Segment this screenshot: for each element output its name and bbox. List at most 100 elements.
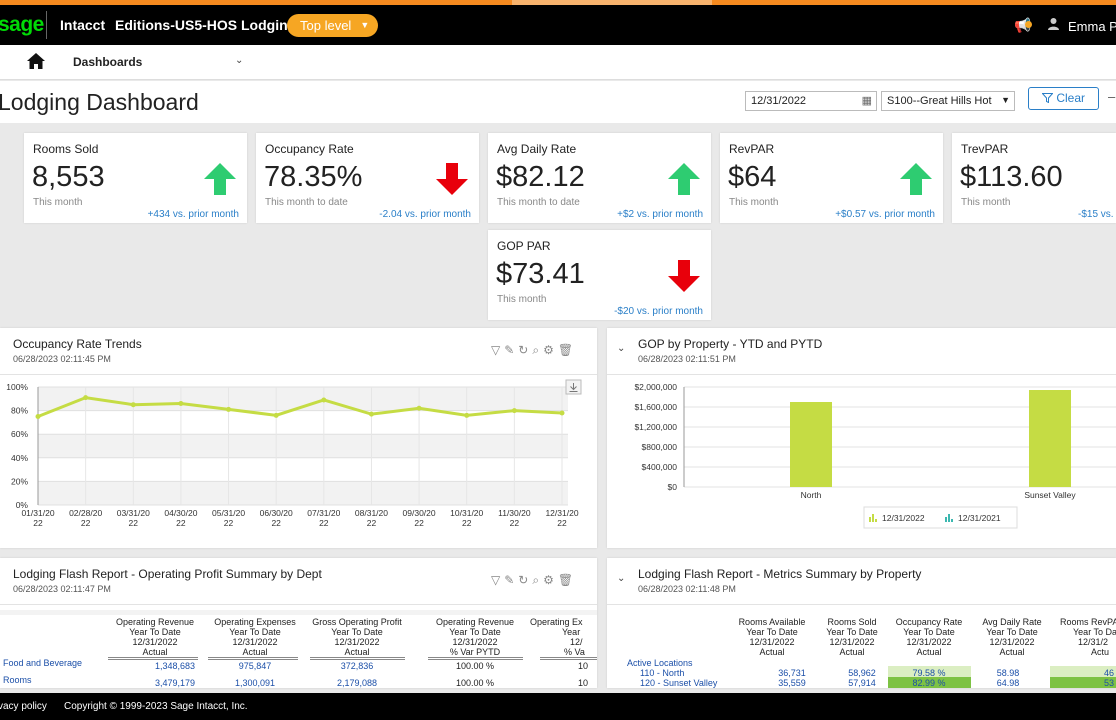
row-label-link[interactable]: Food and Beverage — [3, 658, 83, 668]
data-point[interactable] — [273, 412, 279, 418]
occupancy-line-chart: 0% 20% 40% 60% 80% 100% 01/31/20 22 02/28/20 22 0… — [6, 379, 582, 528]
row-label-link[interactable]: Rooms — [3, 675, 32, 685]
filter-icon[interactable]: ▽ — [491, 573, 505, 587]
legend-item[interactable]: 12/31/2022 — [869, 513, 925, 523]
filter-icon[interactable]: ▽ — [491, 343, 505, 357]
report-value-link[interactable]: 64.98 — [996, 678, 1020, 688]
clear-filters-button[interactable]: Clear — [1028, 87, 1099, 110]
trash-icon[interactable]: 🗑 — [557, 573, 578, 587]
gear-icon[interactable]: ⚙ — [543, 573, 558, 587]
chevron-down-icon: ▼ — [360, 20, 370, 30]
trash-icon[interactable]: 🗑 — [557, 343, 578, 357]
bar-north[interactable] — [790, 402, 832, 487]
row-label-link[interactable]: 120 - Sunset Valley — [640, 678, 718, 688]
report-value-link[interactable]: 36,731 — [778, 668, 806, 678]
gear-icon[interactable]: ⚙ — [543, 343, 558, 357]
level-selector[interactable]: Top level ▼ — [287, 14, 379, 37]
row-label-link[interactable]: 110 - North — [640, 668, 685, 678]
data-point[interactable] — [226, 406, 232, 412]
report-value-link[interactable]: 975,847 — [238, 661, 272, 671]
report-value-link[interactable]: 3,479,179 — [154, 678, 196, 688]
download-icon[interactable] — [565, 379, 582, 395]
data-point[interactable] — [559, 410, 565, 416]
report-value-link[interactable]: 57,914 — [848, 678, 876, 688]
grid-band — [38, 434, 568, 458]
edit-icon[interactable]: ✎ — [504, 573, 519, 587]
company-name: Editions-US5-HOS Lodging — [115, 17, 297, 33]
sage-logo[interactable]: sage — [0, 13, 44, 36]
data-point[interactable] — [130, 402, 136, 408]
report-value-link[interactable]: 46 — [1104, 668, 1115, 678]
report-value-link[interactable]: 1,300,091 — [234, 678, 276, 688]
search-icon[interactable]: ⌕ — [532, 573, 544, 587]
kpi-comparison-link[interactable]: -$20 vs. prior month — [614, 306, 703, 317]
y-tick-label: $2,000,000 — [634, 382, 677, 392]
legend-item[interactable]: 12/31/2021 — [945, 513, 1001, 523]
x-tick-label: 10/31/20 22 — [450, 508, 483, 528]
more-options-icon[interactable]: – — [1108, 89, 1116, 104]
chevron-down-icon[interactable]: ⌄ — [235, 55, 244, 66]
edit-icon[interactable]: ✎ — [504, 343, 519, 357]
kpi-comparison-link[interactable]: +$0.57 vs. prior month — [835, 209, 935, 220]
chart-legend — [863, 506, 1018, 529]
home-icon[interactable] — [26, 52, 46, 72]
chevron-down-icon[interactable]: ⌄ — [617, 343, 626, 354]
data-point[interactable] — [416, 405, 422, 411]
user-icon[interactable] — [1047, 17, 1060, 33]
data-point[interactable] — [178, 401, 184, 407]
kpi-card-avg-daily-rate[interactable]: Avg Daily Rate $82.12 This month to date… — [488, 133, 711, 223]
x-tick-label: 03/31/20 22 — [117, 508, 150, 528]
megaphone-icon[interactable]: 📢 — [1014, 17, 1032, 33]
location-filter-select[interactable]: S100--Great Hills Hot ▼ — [881, 91, 1015, 111]
refresh-icon[interactable]: ↻ — [518, 343, 533, 357]
location-group-label[interactable]: Active Locations — [627, 658, 693, 668]
chevron-down-icon[interactable]: ⌄ — [617, 573, 626, 584]
data-point[interactable] — [35, 414, 41, 419]
panel-timestamp: 06/28/2023 02:11:51 PM — [638, 354, 736, 364]
data-point[interactable] — [511, 408, 517, 414]
search-icon[interactable]: ⌕ — [532, 343, 544, 357]
report-value-link[interactable]: 53 — [1104, 678, 1115, 688]
report-column-header: Operating Expenses Year To Date 12/31/2022… — [214, 617, 296, 657]
report-value-link[interactable]: 58,962 — [848, 668, 876, 678]
kpi-comparison-link[interactable]: -2.04 vs. prior month — [379, 209, 471, 220]
kpi-card-revpar[interactable]: RevPAR $64 This month +$0.57 vs. prior m… — [720, 133, 943, 223]
refresh-icon[interactable]: ↻ — [518, 573, 533, 587]
date-filter-input[interactable]: 12/31/2022 ▦ — [745, 91, 877, 111]
kpi-card-occupancy-rate[interactable]: Occupancy Rate 78.35% This month to date… — [256, 133, 479, 223]
panel-gop-by-property: ⌄ GOP by Property - YTD and PYTD 06/28/2… — [607, 328, 1116, 548]
kpi-comparison-link[interactable]: +$2 vs. prior month — [617, 209, 703, 220]
privacy-policy-link[interactable]: vacy policy — [0, 701, 47, 712]
report-value-link[interactable]: 372,836 — [340, 661, 374, 671]
report-column-header: Operating Ex Year 12/% Va — [530, 617, 585, 657]
user-name[interactable]: Emma Pe — [1068, 19, 1116, 34]
report-value-link[interactable]: 58.98 — [996, 668, 1020, 678]
kpi-comparison-link[interactable]: +434 vs. prior month — [147, 209, 239, 220]
dashboard-title-bar: Lodging Dashboard 12/31/2022 ▦ S100--Gre… — [0, 81, 1116, 123]
x-tick-label: 02/28/20 22 — [69, 508, 102, 528]
y-tick-label: $0 — [668, 482, 678, 492]
kpi-value: $64 — [728, 161, 777, 193]
bar-sunset-valley[interactable] — [1029, 390, 1071, 487]
report-value-link[interactable]: 2,179,088 — [336, 678, 378, 688]
report-value-link[interactable]: 1,348,683 — [154, 661, 196, 671]
kpi-card-gop-par[interactable]: GOP PAR $73.41 This month -$20 vs. prior… — [488, 230, 711, 320]
kpi-card-rooms-sold[interactable]: Rooms Sold 8,553 This month +434 vs. pri… — [24, 133, 247, 223]
report-value-link[interactable]: 82.99 % — [912, 678, 946, 688]
report-value-link[interactable]: 79.58 % — [912, 668, 946, 678]
calendar-icon[interactable]: ▦ — [861, 95, 872, 107]
filter-icon — [1041, 91, 1056, 105]
data-point[interactable] — [321, 397, 327, 403]
kpi-card-trevpar[interactable]: TrevPAR $113.60 This month -$15 vs. — [952, 133, 1116, 223]
data-point[interactable] — [83, 395, 89, 401]
report-value-link[interactable]: 35,559 — [778, 678, 806, 688]
data-point[interactable] — [368, 411, 374, 417]
data-point[interactable] — [464, 412, 470, 418]
panel-toolbar: ▽✎↻⌕⚙🗑 — [491, 343, 577, 358]
revpar-highlight — [1050, 677, 1116, 688]
date-filter-value: 12/31/2022 — [751, 95, 807, 107]
dashboards-menu[interactable]: Dashboards — [73, 55, 143, 69]
kpi-comparison-link[interactable]: -$15 vs. — [1078, 209, 1114, 220]
report-column-header: Rooms Available Year To Date 12/31/2022 Act… — [738, 617, 806, 657]
x-tick-label: 07/31/20 22 — [307, 508, 340, 528]
